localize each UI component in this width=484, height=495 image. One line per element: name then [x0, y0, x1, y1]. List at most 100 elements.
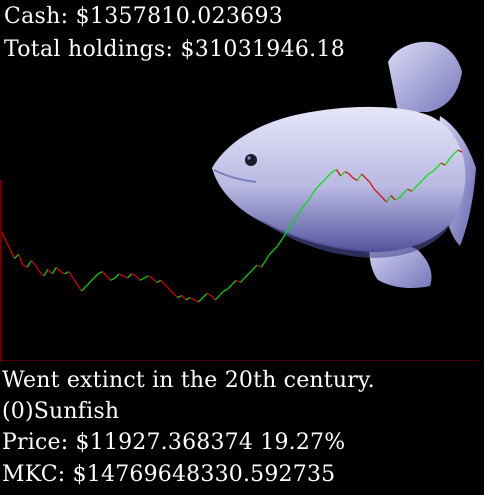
chart-segment: [173, 292, 179, 299]
price-chart: [1, 149, 463, 303]
chart-segment: [93, 273, 99, 279]
chart-segment: [110, 277, 116, 281]
chart-segment: [60, 271, 65, 275]
chart-segment: [85, 282, 91, 288]
chart-segment: [177, 294, 183, 299]
chart-segment: [14, 253, 20, 260]
chart-segment: [315, 184, 321, 190]
chart-segment: [248, 268, 254, 275]
chart-segment: [18, 253, 24, 266]
chart-segment: [219, 290, 225, 296]
chart-segment: [127, 273, 133, 279]
chart-segment: [436, 162, 442, 168]
cash-readout: Cash: $1357810.023693: [4, 4, 284, 29]
chart-segment: [47, 268, 53, 275]
chart-segment: [356, 173, 363, 181]
market-cap: MKC: $14769648330.592735: [2, 462, 336, 487]
chart-segment: [285, 225, 292, 233]
chart-segment: [457, 149, 463, 153]
chart-segment: [428, 171, 433, 175]
chart-segment: [340, 171, 346, 177]
chart-segment: [114, 273, 120, 279]
chart-segment: [432, 166, 438, 173]
chart-segment: [244, 273, 250, 279]
chart-segment: [310, 188, 317, 196]
chart-segment: [156, 279, 162, 284]
chart-segment: [34, 264, 41, 272]
chart-segment: [369, 182, 375, 190]
chart-segment: [407, 188, 413, 192]
chart-segment: [22, 264, 28, 268]
chart-segment: [235, 279, 241, 284]
chart-segment: [415, 182, 421, 188]
chart-segment: [289, 219, 296, 227]
chart-segment: [332, 168, 337, 173]
chart-segment: [164, 284, 170, 290]
chart-segment: [160, 279, 166, 286]
chart-segment: [55, 266, 61, 273]
chart-segment: [118, 273, 124, 277]
chart-segment: [64, 271, 70, 275]
chart-segment: [223, 288, 229, 292]
chart-segment: [72, 277, 78, 285]
chart-segment: [411, 186, 417, 192]
species-fact: Went extinct in the 20th century.: [2, 368, 375, 393]
chart-segment: [30, 260, 36, 266]
fish-sprite-icon: [212, 41, 476, 288]
chart-segment: [423, 173, 429, 179]
chart-segment: [373, 188, 379, 194]
chart-segment: [394, 197, 400, 201]
chart-segment: [26, 260, 32, 268]
chart-segment: [106, 275, 112, 281]
chart-segment: [365, 177, 371, 184]
chart-segment: [419, 177, 425, 184]
chart-segment: [51, 266, 57, 275]
chart-segment: [298, 206, 304, 214]
chart-segment: [135, 275, 141, 281]
chart-segment: [5, 240, 11, 251]
chart-segment: [260, 260, 267, 268]
chart-segment: [202, 292, 208, 299]
chart-segment: [302, 201, 308, 207]
chart-segment: [239, 277, 245, 283]
chart-segment: [148, 275, 153, 279]
chart-segment: [9, 249, 16, 259]
chart-segment: [189, 297, 195, 301]
chart-segment: [131, 273, 137, 277]
chart-segment: [152, 277, 158, 283]
chart-segment: [181, 295, 187, 301]
chart-segment: [294, 212, 300, 220]
stock-name[interactable]: (0)Sunfish: [2, 399, 120, 424]
chart-segment: [335, 169, 342, 177]
chart-segment: [252, 264, 258, 270]
chart-segment: [281, 232, 287, 240]
chart-segment: [403, 188, 409, 194]
chart-segment: [210, 295, 216, 301]
chart-segment: [123, 275, 128, 279]
chart-segment: [386, 195, 392, 203]
chart-segment: [344, 171, 350, 175]
chart-segment: [198, 297, 204, 303]
chart-segment: [398, 192, 404, 199]
chart-segment: [68, 271, 74, 279]
chart-segment: [306, 195, 313, 203]
chart-segment: [444, 158, 451, 166]
chart-segment: [97, 271, 103, 275]
chart-segment: [453, 149, 459, 155]
chart-segment: [449, 153, 455, 160]
chart-frame-bottom: [0, 360, 478, 361]
chart-segment: [319, 179, 325, 186]
chart-segment: [382, 197, 388, 203]
chart-segment: [277, 238, 283, 246]
chart-segment: [43, 269, 49, 277]
chart-segment: [206, 292, 212, 297]
chart-segment: [76, 284, 83, 292]
chart-segment: [390, 195, 396, 201]
chart-segment: [101, 271, 107, 277]
chart-segment: [361, 173, 367, 179]
chart-segment: [323, 175, 329, 181]
chart-frame-left: [0, 180, 2, 362]
chart-segment: [139, 277, 145, 281]
chart-segment: [269, 249, 275, 255]
